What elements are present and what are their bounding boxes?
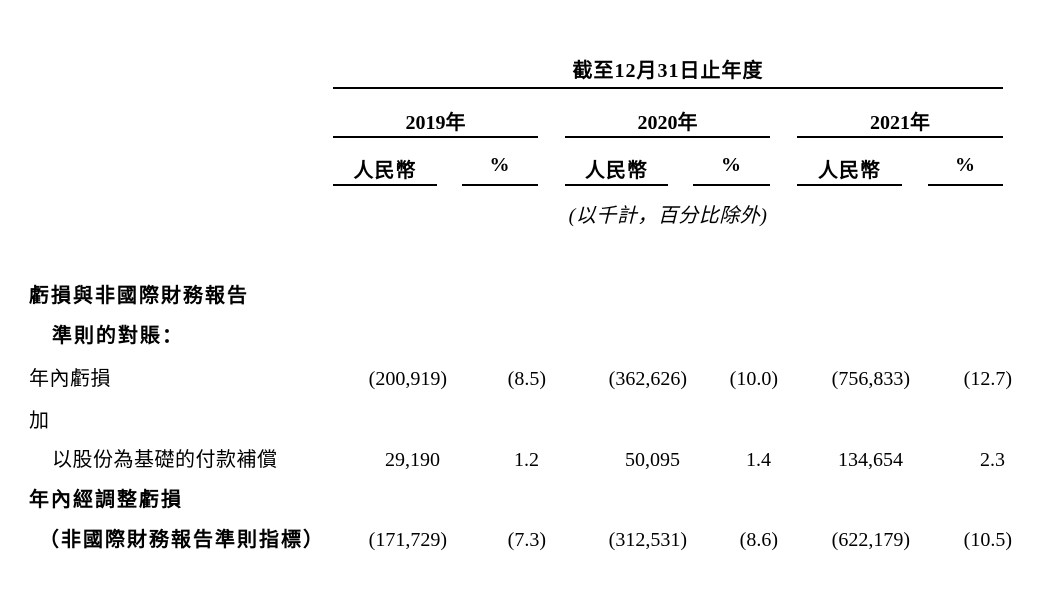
row-label: （非國際財務報告準則指標） [39,529,325,551]
col-underline-pct-2020 [693,184,770,186]
value-2019-pct: (7.3) [507,529,546,551]
col-underline-pct-2021 [928,184,1003,186]
value-2020-pct: (8.6) [739,529,778,551]
value-2019-pct: 1.2 [514,449,539,471]
value-2021-rmb: 134,654 [838,449,903,471]
col-header-rmb-2021: 人民幣 [818,160,881,182]
year-underline-2020 [565,136,770,138]
col-header-pct-2020: % [721,154,742,176]
value-2021-pct: (10.5) [963,529,1012,551]
header-top-rule [333,87,1003,89]
value-2020-rmb: (362,626) [608,368,687,390]
col-underline-rmb-2020 [565,184,668,186]
row-label: 加 [29,410,50,432]
value-2021-rmb: (756,833) [831,368,910,390]
year-header-2019: 2019年 [405,112,466,134]
row-label: 年內經調整虧損 [29,489,183,511]
row-reconciliation-heading-line1: 虧損與非國際財務報告 [0,283,1059,309]
row-add: 加 [0,408,1059,434]
col-underline-rmb-2021 [797,184,902,186]
year-underline-2019 [333,136,538,138]
row-label: 年內虧損 [29,368,111,390]
value-2020-pct: 1.4 [746,449,771,471]
value-2019-pct: (8.5) [507,368,546,390]
col-underline-pct-2019 [462,184,538,186]
row-label: 準則的對賬： [52,325,184,347]
row-adjusted-loss-heading-line1: 年內經調整虧損 [0,487,1059,513]
value-2020-pct: (10.0) [729,368,778,390]
value-2020-rmb: 50,095 [625,449,680,471]
col-header-rmb-2019: 人民幣 [353,160,417,182]
value-2020-rmb: (312,531) [608,529,687,551]
value-2019-rmb: 29,190 [385,449,440,471]
row-adjusted-loss-non-ifrs-measure: （非國際財務報告準則指標） (171,729) (7.3) (312,531) … [0,527,1059,553]
value-2021-pct: 2.3 [980,449,1005,471]
col-header-pct-2019: % [489,154,511,176]
col-header-rmb-2020: 人民幣 [585,160,648,182]
year-header-2021: 2021年 [870,112,930,134]
value-2019-rmb: (200,919) [368,368,447,390]
unit-note: (以千計，百分比除外) [568,205,768,227]
year-underline-2021 [797,136,1003,138]
period-header: 截至12月31日止年度 [572,60,764,82]
row-loss-for-the-year: 年內虧損 (200,919) (8.5) (362,626) (10.0) (7… [0,366,1059,392]
col-header-pct-2021: % [955,154,976,176]
row-label: 以股份為基礎的付款補償 [52,449,278,471]
row-share-based-payment-compensation: 以股份為基礎的付款補償 29,190 1.2 50,095 1.4 134,65… [0,447,1059,473]
row-reconciliation-heading-line2: 準則的對賬： [0,323,1059,349]
value-2021-pct: (12.7) [963,368,1012,390]
value-2019-rmb: (171,729) [368,529,447,551]
row-label: 虧損與非國際財務報告 [29,285,249,307]
col-underline-rmb-2019 [333,184,437,186]
value-2021-rmb: (622,179) [831,529,910,551]
year-header-2020: 2020年 [637,112,698,134]
